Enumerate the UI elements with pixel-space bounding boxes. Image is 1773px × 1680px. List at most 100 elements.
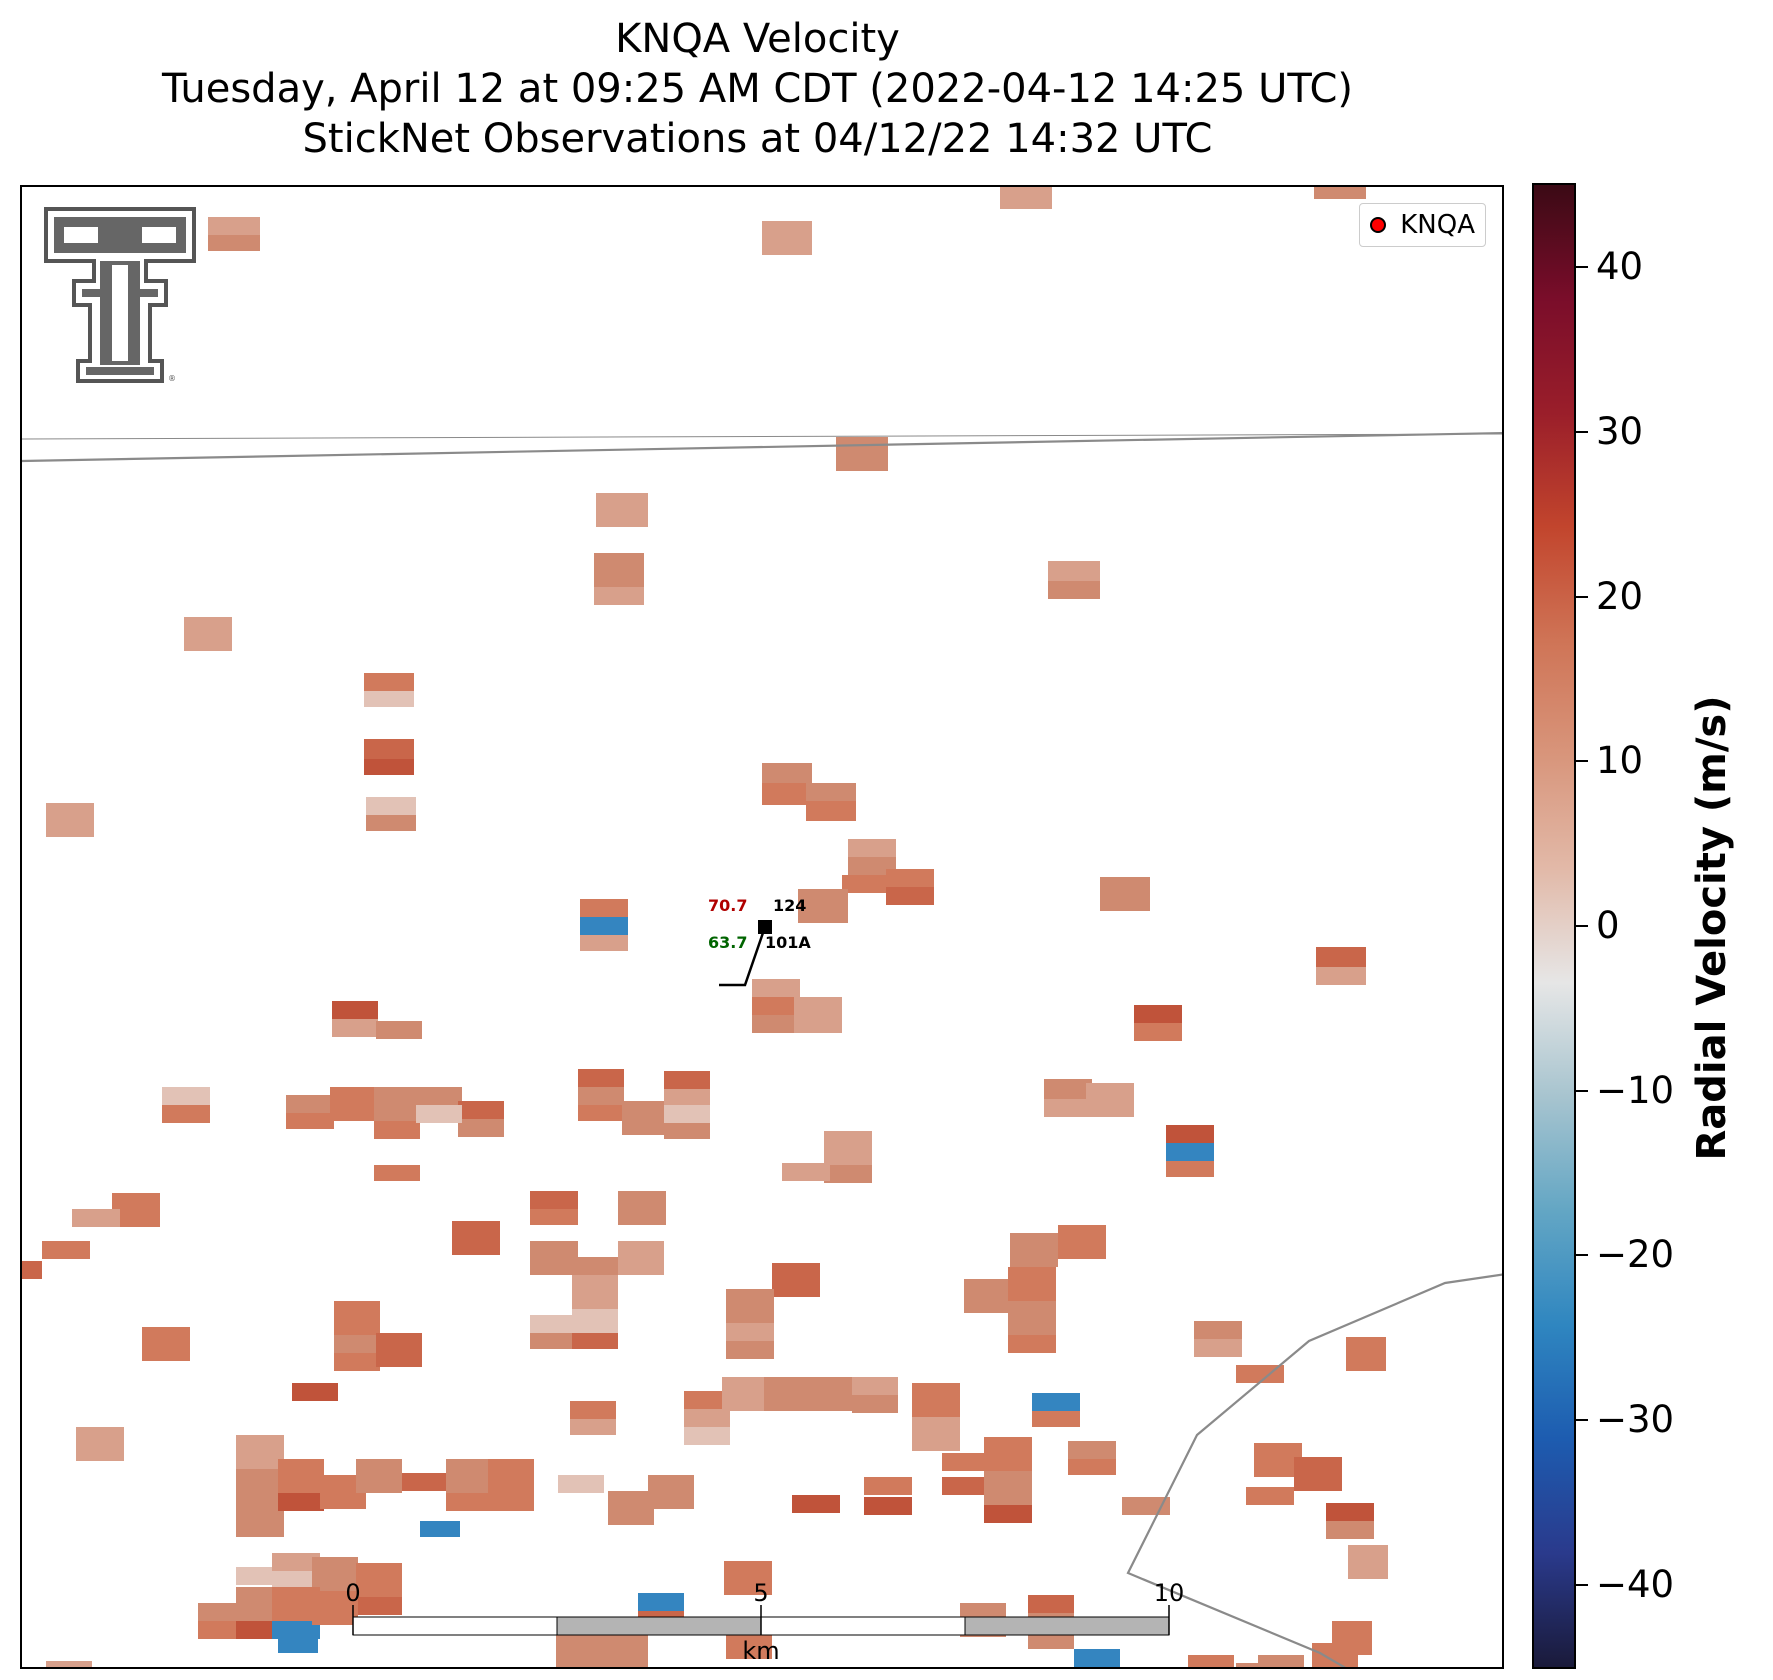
- radar-gate: [864, 1477, 912, 1495]
- radar-gate: [752, 997, 800, 1015]
- radar-gate: [664, 1105, 710, 1123]
- radar-gate: [852, 1395, 898, 1413]
- radar-gate: [1048, 581, 1100, 599]
- radar-gate: [22, 1261, 42, 1279]
- radar-gate: [1326, 1521, 1374, 1539]
- radar-gate: [530, 1209, 578, 1225]
- radar-gate: [198, 1603, 246, 1621]
- radar-gate: [600, 1635, 648, 1667]
- radar-gate: [852, 1377, 898, 1395]
- radar-gate: [572, 1333, 618, 1349]
- radar-gate: [334, 1335, 380, 1353]
- radar-gate: [458, 1119, 504, 1137]
- radar-gate: [1326, 1503, 1374, 1521]
- radar-gate: [366, 815, 416, 831]
- colorbar-tick-label: −40: [1596, 1562, 1675, 1606]
- radar-gate: [1348, 1545, 1388, 1579]
- radar-gate: [1028, 1595, 1074, 1613]
- radar-gate: [594, 553, 644, 587]
- radar-gate: [824, 1131, 872, 1165]
- radar-gate: [726, 1307, 774, 1323]
- radar-gate: [724, 1561, 772, 1595]
- radar-gate: [1166, 1125, 1214, 1143]
- radar-gate: [608, 1491, 654, 1525]
- radar-gate: [198, 1621, 246, 1639]
- svg-text:®: ®: [168, 374, 176, 383]
- radar-gate: [356, 1597, 402, 1615]
- colorbar-tick-label: 10: [1596, 739, 1644, 783]
- scale-segment: [352, 1616, 558, 1636]
- radar-gate: [618, 1241, 664, 1275]
- radar-gate: [530, 1333, 578, 1349]
- radar-gate: [596, 493, 648, 527]
- radar-gate: [864, 1497, 912, 1515]
- radar-gate: [836, 437, 888, 471]
- radar-gate: [46, 1661, 92, 1667]
- radar-gate: [1134, 1023, 1182, 1041]
- wind-barb: [719, 926, 767, 987]
- station-plot[interactable]: [719, 920, 772, 987]
- radar-gate: [374, 1165, 420, 1181]
- colorbar-tick: [1576, 431, 1588, 433]
- radar-gate: [356, 1563, 402, 1597]
- radar-gate: [272, 1571, 320, 1589]
- colorbar-tick: [1576, 1419, 1588, 1421]
- title-block: KNQA Velocity Tuesday, April 12 at 09:25…: [0, 14, 1515, 164]
- radar-gate: [752, 1015, 800, 1033]
- radar-gate: [356, 1459, 402, 1493]
- colorbar-tick-label: 40: [1596, 245, 1644, 289]
- radar-gate: [286, 1113, 334, 1129]
- radar-gate: [782, 1163, 830, 1181]
- radar-gate: [452, 1221, 500, 1255]
- boundary-line: [1126, 1273, 1502, 1667]
- radar-gate: [184, 617, 232, 651]
- radar-gate: [1246, 1487, 1294, 1505]
- radar-gate: [530, 1241, 578, 1275]
- colorbar-tick: [1576, 1583, 1588, 1586]
- radar-gate: [446, 1459, 492, 1493]
- radar-gate: [1236, 1365, 1284, 1383]
- radar-gate: [824, 1165, 872, 1183]
- radar-gate: [664, 1071, 710, 1089]
- radar-gate: [762, 221, 812, 255]
- radar-map[interactable]: 0 5 10 km 70.7 124 63.7 101A KNQA: [20, 185, 1504, 1669]
- radar-gate: [580, 935, 628, 951]
- colorbar: [1532, 183, 1576, 1669]
- radar-gate: [272, 1553, 320, 1571]
- legend-label: KNQA: [1400, 210, 1475, 240]
- colorbar-tick: [1576, 925, 1588, 927]
- radar-gate: [762, 783, 812, 805]
- road-line: [22, 433, 1502, 440]
- radar-gate: [792, 1495, 840, 1513]
- radar-gate: [334, 1301, 380, 1335]
- colorbar-tick: [1576, 760, 1588, 763]
- radar-gate: [1032, 1393, 1080, 1411]
- radar-gate: [594, 587, 644, 605]
- radar-gate: [72, 1209, 120, 1227]
- radar-gate: [664, 1123, 710, 1139]
- radar-gate: [42, 1241, 90, 1259]
- road-line: [22, 431, 1502, 463]
- radar-gate: [1188, 1655, 1234, 1667]
- colorbar-tick: [1576, 595, 1588, 598]
- radar-gate: [794, 997, 842, 1015]
- radar-gate: [236, 1503, 284, 1537]
- radar-gate: [912, 1383, 960, 1417]
- radar-gate: [848, 857, 896, 875]
- colorbar-tick-label: 20: [1596, 574, 1644, 618]
- radar-gate: [1068, 1459, 1116, 1475]
- radar-gate: [278, 1633, 318, 1653]
- radar-gate: [622, 1101, 668, 1135]
- scale-segment: [556, 1616, 762, 1636]
- radar-gate: [1008, 1335, 1056, 1353]
- radar-gate: [1000, 187, 1052, 209]
- radar-gate: [236, 1469, 284, 1503]
- radar-gate: [530, 1315, 578, 1333]
- scale-label-0: 0: [345, 1579, 361, 1607]
- radar-gate: [46, 803, 94, 837]
- scale-unit: km: [742, 1637, 780, 1665]
- radar-gate: [806, 801, 856, 821]
- colorbar-tick-label: −10: [1596, 1068, 1675, 1112]
- radar-gate: [572, 1257, 618, 1275]
- colorbar-title: Radial Velocity (m/s): [1689, 695, 1735, 1161]
